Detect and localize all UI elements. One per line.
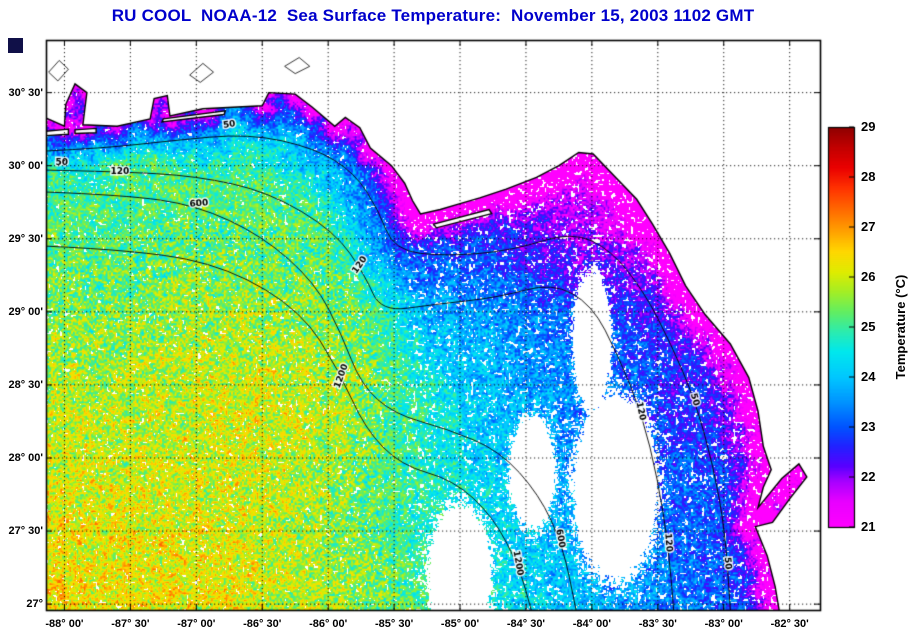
y-tick-label: 28° 00' xyxy=(8,452,43,464)
y-tick-label: 30° 00' xyxy=(8,159,43,172)
x-tick-label: -83° 30' xyxy=(638,618,677,630)
x-tick-label: -87° 30' xyxy=(111,618,150,630)
x-tick-label: -83° 00' xyxy=(704,618,743,630)
x-tick-label: -85° 30' xyxy=(374,618,414,630)
colorbar-tick-label: 22 xyxy=(861,469,876,484)
colorbar-tick-label: 24 xyxy=(861,369,876,384)
colorbar-tick-label: 25 xyxy=(861,319,876,334)
colorbar-tick-label: 26 xyxy=(861,269,876,284)
y-tick-label: 27° xyxy=(26,598,43,611)
colorbar-tick-label: 27 xyxy=(861,219,876,234)
colorbar-tick-label: 29 xyxy=(861,119,876,134)
x-tick-label: -85° 00' xyxy=(440,618,480,630)
x-tick-label: -82° 30' xyxy=(770,618,809,630)
colorbar-axis-label: Temperature (°C) xyxy=(893,274,908,380)
y-tick-label: 28° 30' xyxy=(8,378,43,391)
x-tick-label: -87° 00' xyxy=(177,618,216,630)
y-tick-label: 29° 30' xyxy=(8,232,43,245)
colorbar-tick-label: 28 xyxy=(861,169,876,184)
y-tick-label: 27° 30' xyxy=(8,525,43,538)
x-tick-label: -86° 00' xyxy=(309,618,348,630)
y-tick-label: 29° 00' xyxy=(8,305,43,318)
y-tick-label: 30° 30' xyxy=(8,86,43,99)
x-tick-label: -86° 30' xyxy=(243,618,282,630)
colorbar-tick-label: 21 xyxy=(861,519,876,534)
x-tick-label: -84° 00' xyxy=(572,618,611,630)
x-tick-label: -88° 00' xyxy=(45,618,84,630)
x-tick-label: -84° 30' xyxy=(506,618,546,630)
colorbar-tick-label: 23 xyxy=(861,419,876,434)
